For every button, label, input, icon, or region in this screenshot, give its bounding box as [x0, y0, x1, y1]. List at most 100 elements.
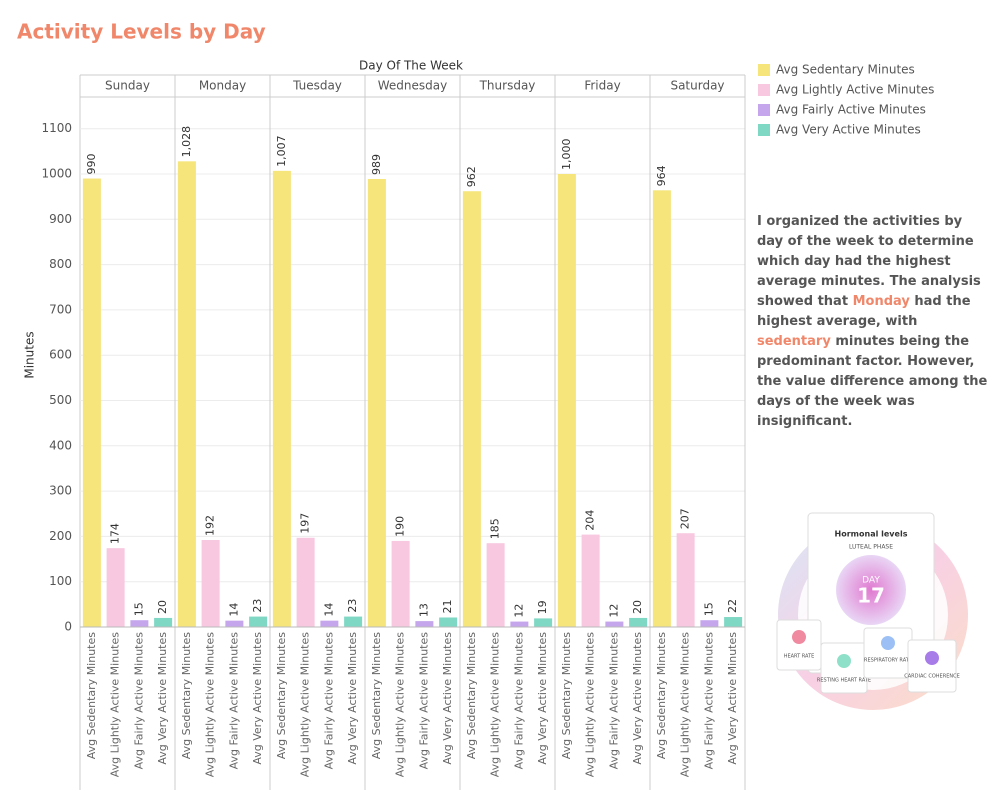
value-label: 989	[370, 154, 383, 175]
bar	[581, 534, 600, 627]
x-tick-label: Avg Fairly Active Minutes	[702, 632, 715, 770]
legend-swatch	[758, 104, 770, 116]
bar	[700, 620, 719, 627]
facet-label: Day Of The Week	[359, 59, 463, 73]
bar	[154, 617, 173, 627]
bar	[106, 548, 125, 627]
x-tick-label: Avg Sedentary Minutes	[85, 632, 98, 759]
y-tick-label: 1100	[41, 121, 72, 135]
value-label: 964	[655, 165, 668, 186]
value-label: 20	[631, 600, 644, 614]
y-axis-label: Minutes	[23, 331, 37, 378]
bar	[296, 537, 315, 627]
value-label: 22	[726, 599, 739, 613]
x-tick-label: Avg Lightly Active Minutes	[679, 632, 692, 777]
x-tick-label: Avg Sedentary Minutes	[275, 632, 288, 759]
bar	[557, 174, 576, 627]
bar	[439, 617, 458, 627]
highlight: sedentary	[757, 334, 831, 349]
bar	[534, 618, 553, 627]
bar	[225, 620, 244, 627]
value-label: 1,000	[560, 139, 573, 171]
value-label: 207	[679, 508, 692, 529]
x-tick-label: Avg Fairly Active Minutes	[417, 632, 430, 770]
legend-swatch	[758, 124, 770, 136]
bar	[510, 621, 529, 627]
x-tick-label: Avg Very Active Minutes	[536, 632, 549, 765]
metric-label: CARDIAC COHERENCE	[904, 674, 960, 680]
value-label: 190	[394, 516, 407, 537]
y-tick-label: 400	[49, 438, 72, 452]
x-tick-label: Avg Lightly Active Minutes	[489, 632, 502, 777]
x-tick-label: Avg Lightly Active Minutes	[299, 632, 312, 777]
metric-label: RESTING HEART RATE	[817, 678, 871, 684]
value-label: 1,028	[180, 126, 193, 158]
y-tick-label: 100	[49, 574, 72, 588]
text: I organized the activities by day of the…	[757, 214, 981, 309]
x-tick-label: Avg Fairly Active Minutes	[132, 632, 145, 770]
legend-label: Avg Sedentary Minutes	[776, 63, 915, 77]
chart-title: Activity Levels by Day	[17, 20, 266, 44]
bar	[724, 617, 743, 627]
value-label: 990	[85, 154, 98, 175]
highlight: Monday	[852, 294, 910, 309]
metric-icon	[792, 630, 806, 644]
phase: LUTEAL PHASE	[849, 544, 893, 551]
x-tick-label: Avg Lightly Active Minutes	[109, 632, 122, 777]
x-tick-label: Avg Fairly Active Minutes	[607, 632, 620, 770]
x-tick-label: Avg Very Active Minutes	[441, 632, 454, 765]
x-tick-label: Avg Very Active Minutes	[631, 632, 644, 765]
bar	[415, 621, 434, 627]
bar	[272, 170, 291, 628]
y-tick-label: 500	[49, 393, 72, 407]
value-label: 20	[156, 600, 169, 614]
x-tick-label: Avg Fairly Active Minutes	[227, 632, 240, 770]
legend-label: Avg Very Active Minutes	[776, 123, 921, 137]
x-tick-label: Avg Very Active Minutes	[251, 632, 264, 765]
value-label: 23	[346, 599, 359, 613]
x-tick-label: Avg Fairly Active Minutes	[512, 632, 525, 770]
bar	[391, 540, 410, 627]
x-tick-label: Avg Sedentary Minutes	[465, 632, 478, 759]
bar	[652, 190, 671, 628]
day-word: DAY	[862, 576, 880, 586]
y-tick-label: 900	[49, 212, 72, 226]
value-label: 12	[607, 604, 620, 618]
metric-card	[776, 619, 822, 671]
bar	[367, 178, 386, 627]
value-label: 962	[465, 166, 478, 187]
metric-card	[863, 627, 913, 679]
bar	[344, 616, 363, 627]
day-number: 17	[857, 584, 885, 608]
y-tick-label: 800	[49, 257, 72, 271]
legend-label: Avg Fairly Active Minutes	[776, 103, 926, 117]
facet-header: Wednesday	[378, 79, 447, 93]
legend-swatch	[758, 84, 770, 96]
bar	[82, 178, 101, 628]
y-tick-label: 0	[64, 620, 72, 634]
y-tick-label: 700	[49, 302, 72, 316]
description: I organized the activities by day of the…	[757, 212, 989, 432]
x-tick-label: Avg Sedentary Minutes	[560, 632, 573, 759]
value-label: 19	[536, 600, 549, 614]
bar	[462, 191, 481, 627]
value-label: 197	[299, 513, 312, 534]
value-label: 15	[132, 602, 145, 616]
x-tick-label: Avg Sedentary Minutes	[655, 632, 668, 759]
text: had the highest average, with	[757, 294, 971, 329]
x-tick-label: Avg Lightly Active Minutes	[584, 632, 597, 777]
bar	[676, 533, 695, 627]
y-tick-label: 1000	[41, 167, 72, 181]
x-tick-label: Avg Very Active Minutes	[346, 632, 359, 765]
metric-icon	[881, 636, 895, 650]
facet-header: Monday	[199, 79, 246, 93]
value-label: 15	[702, 602, 715, 616]
value-label: 13	[417, 603, 430, 617]
bar	[629, 617, 648, 627]
legend-label: Avg Lightly Active Minutes	[776, 83, 934, 97]
y-tick-label: 300	[49, 484, 72, 498]
value-label: 174	[109, 523, 122, 544]
x-tick-label: Avg Fairly Active Minutes	[322, 632, 335, 770]
